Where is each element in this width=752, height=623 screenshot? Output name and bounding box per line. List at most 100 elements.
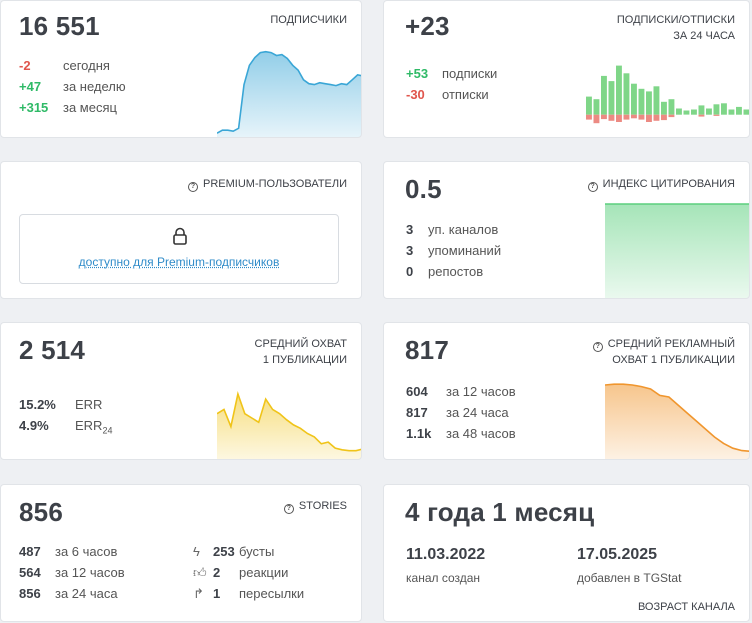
reach-card[interactable]: 2 514 СРЕДНИЙ ОХВАТ 1 ПУБЛИКАЦИИ 15.2% ER…	[0, 322, 362, 460]
bar-negative	[593, 114, 600, 124]
subscribers-series-area	[217, 51, 361, 137]
bar-negative	[713, 114, 720, 116]
bar-negative	[653, 114, 660, 121]
stat-row-err24: 4.9% ERR24	[19, 418, 113, 436]
stat-row-boosts: ϟ 253 бусты	[193, 541, 304, 562]
subs-unsubs-value: +23	[405, 11, 450, 41]
bar-positive	[601, 75, 607, 115]
bar-positive	[728, 109, 735, 115]
subs-unsubs-label: ПОДПИСКИ/ОТПИСКИ ЗА 24 ЧАСА	[616, 14, 735, 42]
bar-positive	[586, 96, 592, 115]
bar-positive	[646, 91, 652, 115]
bar-negative	[638, 114, 645, 120]
bar-negative	[586, 114, 592, 120]
stat-row-unsubs: -30 отписки	[406, 87, 489, 102]
bar-positive	[743, 109, 749, 115]
ad-reach-card[interactable]: 817 ? СРЕДНИЙ РЕКЛАМНЫЙ ОХВАТ 1 ПУБЛИКАЦИ…	[383, 322, 750, 460]
created-date: 11.03.2022	[406, 546, 486, 563]
bar-positive	[721, 103, 727, 115]
bar-positive	[616, 65, 622, 115]
stat-row-reposts: 0 репостов	[406, 264, 484, 279]
premium-lock-box[interactable]: доступно для Premium-подписчиков	[19, 214, 339, 284]
citation-label: ? ИНДЕКС ЦИТИРОВАНИЯ	[587, 176, 735, 192]
stories-value: 856	[19, 497, 63, 527]
lightning-icon: ϟ	[193, 544, 200, 559]
ad-reach-label: ? СРЕДНИЙ РЕКЛАМНЫЙ ОХВАТ 1 ПУБЛИКАЦИИ	[592, 336, 735, 368]
share-arrow-icon: ↱	[193, 586, 204, 601]
stat-row-12h: 564 за 12 часов	[19, 565, 125, 580]
subscribers-value: 16 551	[19, 11, 100, 41]
added-label: добавлен в TGStat	[577, 571, 682, 585]
stat-row-reactions: 👍︎ 2 реакции	[193, 562, 304, 583]
bar-negative	[616, 114, 622, 122]
ad-reach-chart	[605, 383, 749, 459]
premium-label: ? PREMIUM-ПОЛЬЗОВАТЕЛИ	[188, 176, 347, 192]
bar-positive	[638, 88, 645, 115]
stat-row-24h: 817 за 24 часа	[406, 405, 509, 420]
age-value: 4 года 1 месяц	[405, 497, 595, 527]
stat-row-week: +47 за неделю	[19, 79, 126, 94]
bar-positive	[608, 81, 615, 115]
bar-positive	[683, 110, 690, 115]
stories-left-stats: 487 за 6 часов 564 за 12 часов 856 за 24 ча…	[19, 541, 125, 604]
stat-row-today: -2 сегодня	[19, 58, 110, 73]
citation-series-area	[605, 204, 749, 298]
question-icon[interactable]: ?	[587, 182, 598, 192]
question-icon[interactable]: ?	[283, 504, 294, 514]
stories-card[interactable]: 856 ? STORIES 487 за 6 часов 564 за 12 часо…	[0, 484, 362, 622]
stat-row-24h: 856 за 24 часа	[19, 586, 118, 601]
citation-chart	[605, 203, 749, 298]
stories-label: ? STORIES	[283, 498, 347, 514]
bar-positive	[691, 109, 697, 115]
age-label: ВОЗРАСТ КАНАЛА	[637, 601, 735, 613]
stat-row-48h: 1.1k за 48 часов	[406, 426, 516, 441]
premium-link[interactable]: доступно для Premium-подписчиков	[78, 255, 280, 269]
bar-negative	[646, 114, 652, 122]
reach-stats: 15.2% ERR 4.9% ERR24	[19, 394, 112, 442]
bar-positive	[593, 99, 600, 115]
subscribers-stats: -2 сегодня +47 за неделю +315 за месяц	[19, 55, 126, 118]
subscribers-chart	[217, 50, 361, 137]
bar-negative	[661, 114, 667, 121]
subscribers-label: ПОДПИСЧИКИ	[270, 14, 347, 26]
stories-right-stats: ϟ 253 бусты 👍︎ 2 реакции ↱ 1 пересылки	[193, 541, 304, 604]
bar-negative	[631, 114, 637, 119]
lock-icon	[173, 227, 187, 245]
subs-unsubs-chart	[586, 65, 749, 124]
question-icon[interactable]: ?	[188, 182, 199, 192]
bar-positive	[736, 106, 742, 115]
question-icon[interactable]: ?	[592, 342, 603, 352]
thumbs-up-icon: 👍︎	[193, 565, 207, 580]
bar-negative	[608, 114, 615, 121]
reach-label: СРЕДНИЙ ОХВАТ 1 ПУБЛИКАЦИИ	[254, 338, 347, 366]
reach-series-area	[217, 393, 361, 459]
bar-positive	[631, 83, 637, 115]
bar-negative	[668, 114, 675, 118]
bar-positive	[653, 86, 660, 115]
bar-positive	[706, 108, 712, 115]
reach-chart	[217, 390, 361, 459]
stat-row-channels: 3 уп. каналов	[406, 222, 499, 237]
bar-positive	[676, 108, 682, 115]
citation-card[interactable]: 0.5 ? ИНДЕКС ЦИТИРОВАНИЯ 3 уп. каналов 3 уп…	[383, 161, 750, 299]
subs-unsubs-card[interactable]: +23 ПОДПИСКИ/ОТПИСКИ ЗА 24 ЧАСА +53 подпи…	[383, 0, 750, 138]
bar-positive	[668, 99, 675, 115]
age-card[interactable]: 4 года 1 месяц 11.03.2022 канал создан 1…	[383, 484, 750, 622]
bar-negative	[601, 114, 607, 120]
added-date: 17.05.2025	[577, 546, 658, 563]
created-label: канал создан	[406, 571, 481, 585]
subscribers-card[interactable]: 16 551 ПОДПИСЧИКИ -2 сегодня +47 за неделю…	[0, 0, 362, 138]
citation-value: 0.5	[405, 174, 442, 204]
bar-positive	[623, 73, 630, 115]
ad-reach-value: 817	[405, 335, 449, 365]
ad-reach-series-line	[605, 383, 749, 453]
reach-series-line	[217, 390, 361, 452]
ad-reach-stats: 604 за 12 часов 817 за 24 часа 1.1k за 48 ч…	[406, 381, 516, 444]
stat-row-err: 15.2% ERR	[19, 397, 103, 412]
reach-value: 2 514	[19, 335, 86, 365]
stat-row-6h: 487 за 6 часов	[19, 544, 118, 559]
stat-row-12h: 604 за 12 часов	[406, 384, 516, 399]
bar-negative	[623, 114, 630, 120]
stat-row-mentions: 3 упоминаний	[406, 243, 502, 258]
bar-positive	[698, 105, 705, 115]
